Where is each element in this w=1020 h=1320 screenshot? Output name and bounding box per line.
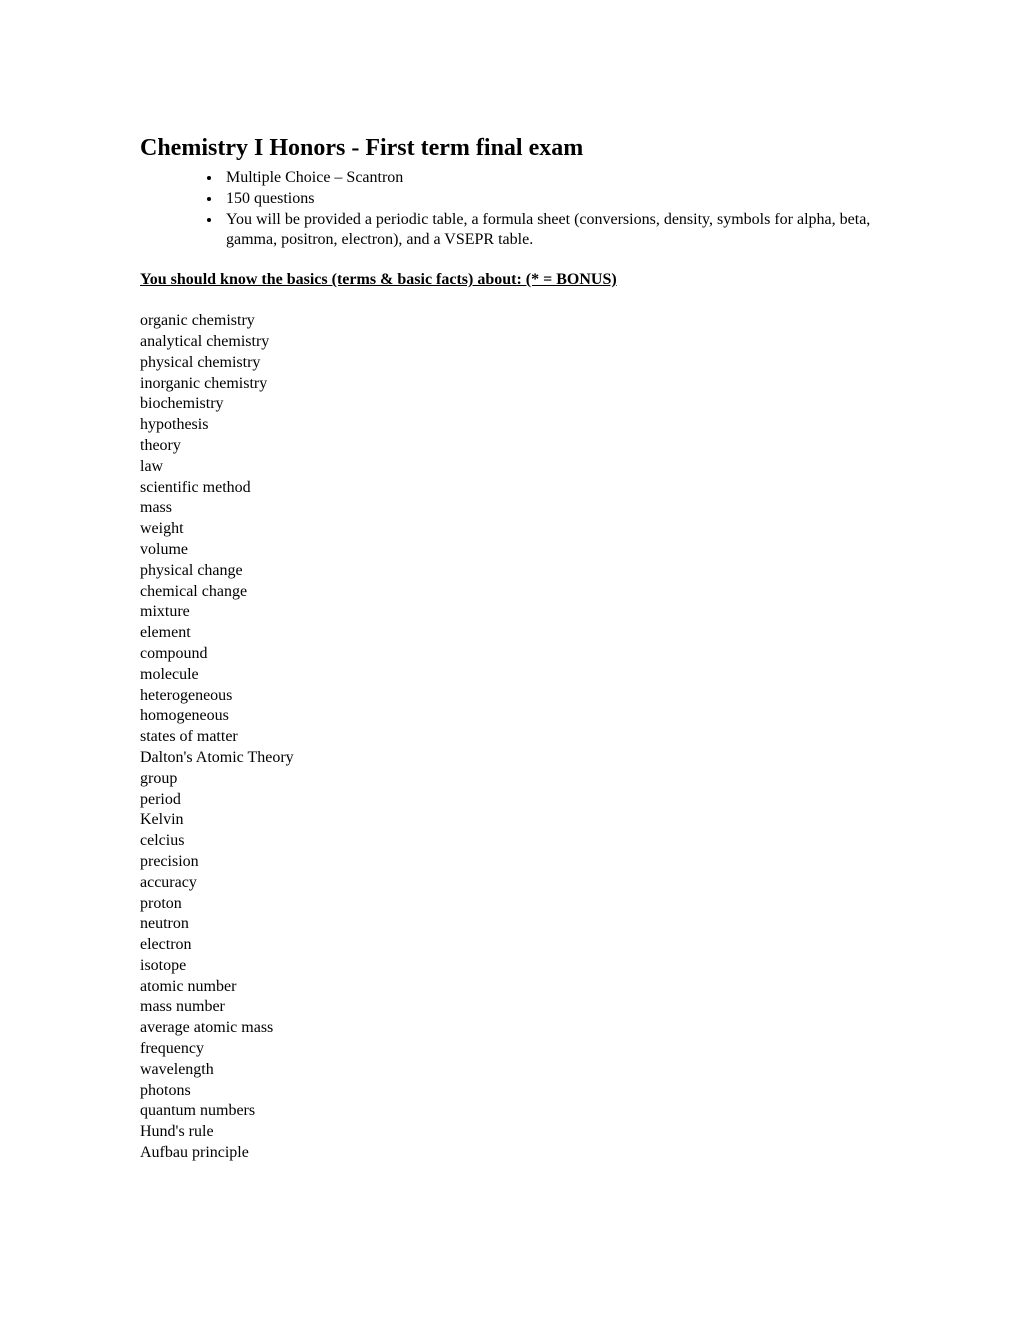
term-item: biochemistry	[140, 394, 880, 415]
term-item: celcius	[140, 831, 880, 852]
term-item: wavelength	[140, 1060, 880, 1081]
term-item: proton	[140, 894, 880, 915]
term-item: scientific method	[140, 478, 880, 499]
term-item: homogeneous	[140, 706, 880, 727]
term-item: quantum numbers	[140, 1101, 880, 1122]
term-item: precision	[140, 852, 880, 873]
section-heading: You should know the basics (terms & basi…	[140, 271, 880, 289]
term-item: compound	[140, 644, 880, 665]
term-item: isotope	[140, 956, 880, 977]
exam-details-list: Multiple Choice – Scantron 150 questions…	[140, 168, 880, 251]
term-item: analytical chemistry	[140, 332, 880, 353]
terms-list: organic chemistry analytical chemistry p…	[140, 311, 880, 1164]
list-item: You will be provided a periodic table, a…	[222, 210, 880, 252]
page-title: Chemistry I Honors - First term final ex…	[140, 135, 880, 162]
term-item: neutron	[140, 914, 880, 935]
term-item: frequency	[140, 1039, 880, 1060]
term-item: hypothesis	[140, 415, 880, 436]
list-item: Multiple Choice – Scantron	[222, 168, 880, 189]
term-item: chemical change	[140, 582, 880, 603]
term-item: atomic number	[140, 977, 880, 998]
term-item: states of matter	[140, 727, 880, 748]
term-item: Dalton's Atomic Theory	[140, 748, 880, 769]
term-item: mass number	[140, 997, 880, 1018]
list-item: 150 questions	[222, 189, 880, 210]
term-item: Aufbau principle	[140, 1143, 880, 1164]
term-item: accuracy	[140, 873, 880, 894]
term-item: Kelvin	[140, 810, 880, 831]
term-item: law	[140, 457, 880, 478]
term-item: inorganic chemistry	[140, 374, 880, 395]
term-item: Hund's rule	[140, 1122, 880, 1143]
term-item: mixture	[140, 602, 880, 623]
term-item: molecule	[140, 665, 880, 686]
term-item: element	[140, 623, 880, 644]
term-item: average atomic mass	[140, 1018, 880, 1039]
term-item: photons	[140, 1081, 880, 1102]
term-item: physical chemistry	[140, 353, 880, 374]
term-item: mass	[140, 498, 880, 519]
term-item: theory	[140, 436, 880, 457]
term-item: volume	[140, 540, 880, 561]
term-item: organic chemistry	[140, 311, 880, 332]
term-item: electron	[140, 935, 880, 956]
term-item: physical change	[140, 561, 880, 582]
term-item: group	[140, 769, 880, 790]
term-item: weight	[140, 519, 880, 540]
term-item: heterogeneous	[140, 686, 880, 707]
term-item: period	[140, 790, 880, 811]
